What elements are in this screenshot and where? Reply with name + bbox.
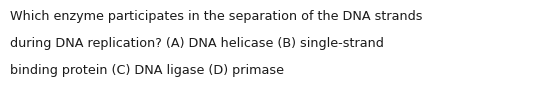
Text: during DNA replication? (A) DNA helicase (B) single-strand: during DNA replication? (A) DNA helicase… bbox=[10, 37, 384, 50]
Text: binding protein (C) DNA ligase (D) primase: binding protein (C) DNA ligase (D) prima… bbox=[10, 64, 284, 77]
Text: Which enzyme participates in the separation of the DNA strands: Which enzyme participates in the separat… bbox=[10, 10, 422, 23]
